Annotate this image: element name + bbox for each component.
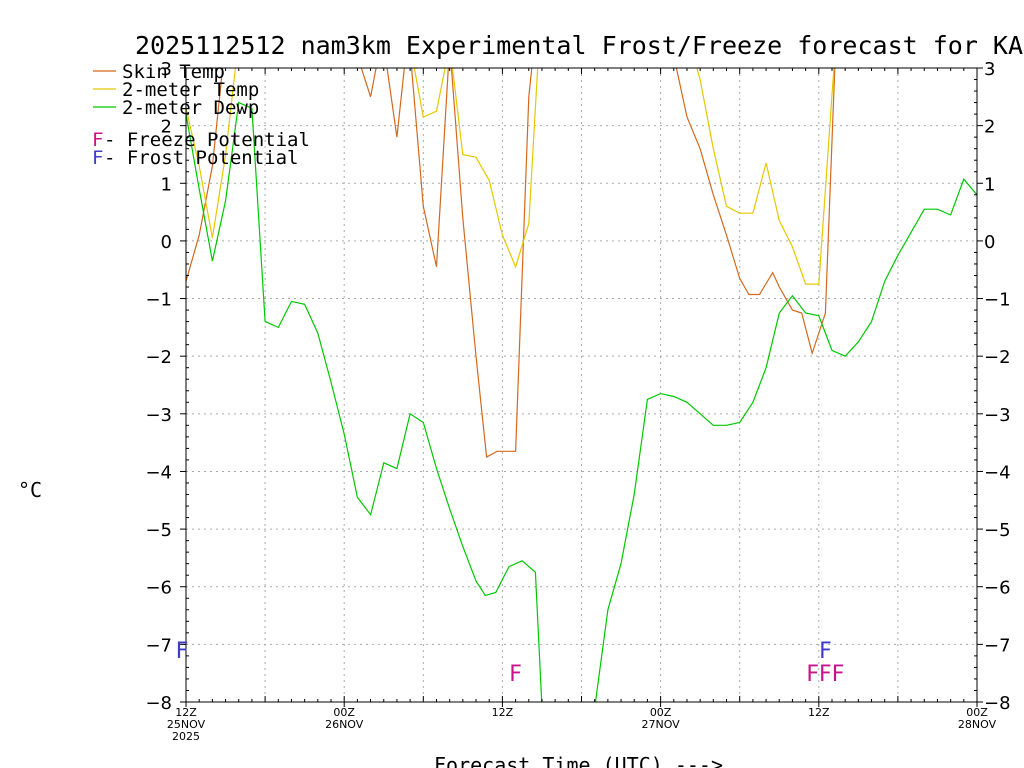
y-axis-label: °C (18, 478, 42, 502)
potential-marker: FFF (806, 662, 844, 687)
plot-frame (185, 67, 978, 703)
legend-label: 2-meter Temp (122, 79, 259, 101)
x-tick-label: 00Z (650, 706, 672, 719)
legend-marker-symbol: F (92, 147, 103, 169)
y-tick-label-left: −3 (145, 405, 172, 426)
chart-title: 2025112512 nam3km Experimental Frost/Fre… (135, 31, 1024, 60)
grid-lines (186, 68, 977, 702)
series-line-skin-temp (186, 68, 836, 458)
y-tick-label-right: −7 (984, 635, 1011, 656)
x-tick-label: 28NOV (958, 718, 997, 731)
x-tick-label: 26NOV (325, 718, 364, 731)
x-tick-label: 12Z (808, 706, 830, 719)
y-tick-label-right: −8 (984, 693, 1011, 714)
x-axis-label: Forecast Time (UTC) ---> (434, 753, 723, 768)
legend-marker-label: - Freeze Potential (104, 129, 310, 151)
potential-marker: F (819, 639, 832, 664)
y-tick-label-right: −1 (984, 290, 1011, 311)
potential-marker: F (509, 662, 522, 687)
y-tick-label-left: −7 (145, 635, 172, 656)
series-group (186, 68, 977, 702)
x-tick-label: 2025 (172, 730, 200, 743)
x-tick-label: 27NOV (641, 718, 680, 731)
y-axis: −8 −8 −7 −7 −6 −6 −5 −5 −4 −4 −3 −3 −2 −2 −1 −1 0 0 1 1 2 2 3 3 (145, 59, 1010, 714)
y-tick-label-left: 2 (161, 117, 172, 138)
legend-label: 2-meter Dewp (122, 97, 259, 119)
y-tick-label-right: 2 (984, 117, 995, 138)
legend-marker-label: - Frost Potential (104, 147, 298, 169)
y-tick-label-left: −2 (145, 347, 172, 368)
y-tick-label-left: 1 (161, 174, 172, 195)
potential-marker: F (176, 639, 189, 664)
y-tick-label-left: −4 (145, 462, 172, 483)
y-tick-label-right: −5 (984, 520, 1011, 541)
x-tick-label: 12Z (492, 706, 514, 719)
y-tick-label-right: 0 (984, 232, 995, 253)
y-tick-label-left: 3 (161, 59, 172, 80)
y-tick-label-left: −1 (145, 290, 172, 311)
y-tick-label-left: −5 (145, 520, 172, 541)
y-tick-label-left: −8 (145, 693, 172, 714)
y-tick-label-right: −4 (984, 462, 1011, 483)
x-tick-label: 00Z (333, 706, 355, 719)
legend-label: Skin Temp (122, 61, 225, 83)
y-tick-label-left: −6 (145, 578, 172, 599)
y-tick-label-right: −3 (984, 405, 1011, 426)
y-tick-label-left: 0 (161, 232, 172, 253)
series-line-2-meter-dewp (186, 101, 977, 702)
x-tick-label: 25NOV (167, 718, 206, 731)
y-tick-label-right: −6 (984, 578, 1011, 599)
legend-marker-symbol: F (92, 129, 103, 151)
x-tick-label: 00Z (966, 706, 988, 719)
series-line-2-meter-temp (186, 68, 835, 285)
y-tick-label-right: −2 (984, 347, 1011, 368)
x-tick-label: 12Z (175, 706, 197, 719)
y-tick-label-right: 3 (984, 59, 995, 80)
y-tick-label-right: 1 (984, 174, 995, 195)
